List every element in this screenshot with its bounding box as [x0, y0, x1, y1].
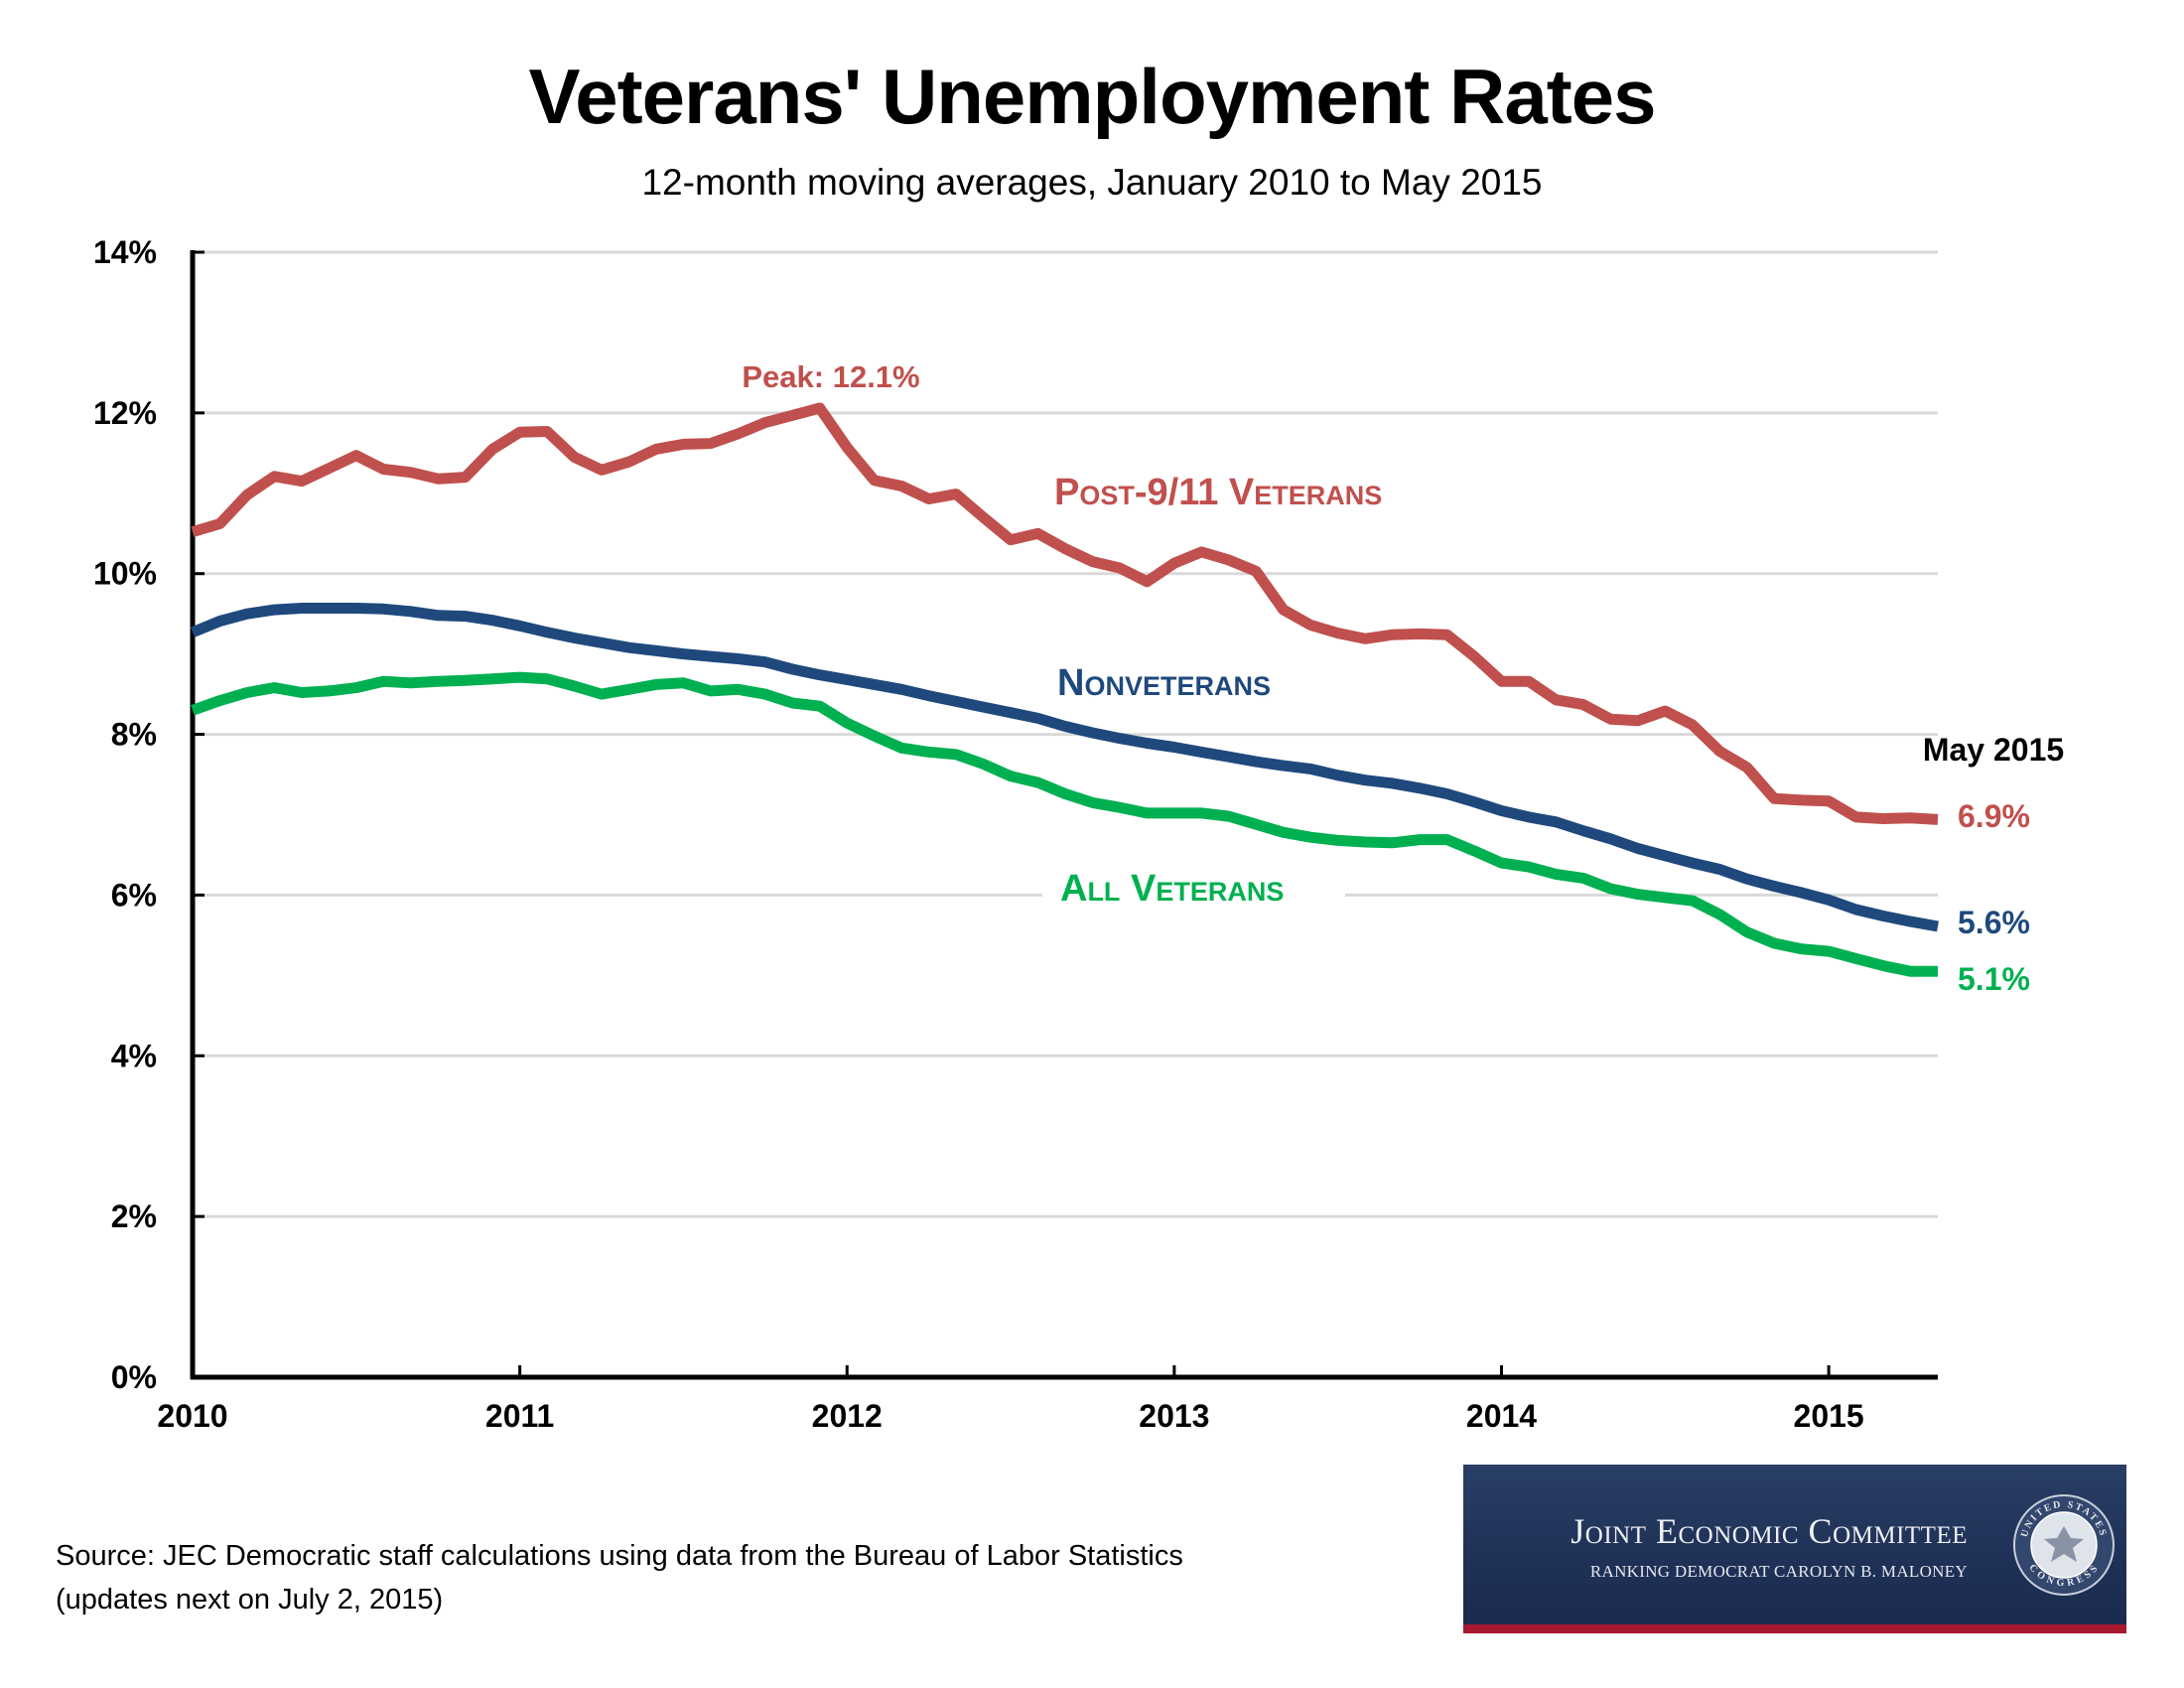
series-label-nonveterans: Nonveterans — [1057, 662, 1271, 704]
x-tick-label: 2011 — [485, 1398, 554, 1434]
x-tick-label: 2014 — [1466, 1398, 1537, 1434]
end-date-annotation: May 2015 — [1923, 732, 2064, 768]
series-line-post911 — [191, 402, 1939, 825]
y-tick-label: 12% — [93, 395, 157, 431]
x-tick-label: 2013 — [1139, 1398, 1209, 1434]
series-line-nonveterans — [190, 603, 1939, 932]
y-tick-label: 6% — [111, 877, 157, 913]
source-line-1: Source: JEC Democratic staff calculation… — [56, 1540, 1183, 1572]
chart-subtitle: 12-month moving averages, January 2010 t… — [641, 162, 1543, 203]
end-value-post911: 6.9% — [1958, 798, 2030, 834]
x-tick-label: 2010 — [157, 1398, 227, 1434]
series-label-all-veterans: All Veterans — [1060, 868, 1284, 910]
line-chart: 0% 2% 4% 6% 8% 10% 12% 14% 2010 2011 2012 2013 2014… — [93, 234, 2064, 1434]
source-line-2: (updates next on July 2, 2015) — [56, 1584, 444, 1616]
peak-annotation: Peak: 12.1% — [742, 359, 919, 394]
end-value-nonveterans: 5.6% — [1958, 905, 2030, 940]
y-tick-label: 10% — [93, 556, 157, 592]
x-axis-labels: 2010 2011 2012 2013 2014 2015 — [157, 1398, 1863, 1434]
series-label-post911: Post-9/11 Veterans — [1054, 472, 1382, 513]
jec-logo: Joint Economic Committee RANKING DEMOCRA… — [1463, 1465, 2126, 1633]
series-lines — [190, 402, 1939, 977]
chart-title: Veterans' Unemployment Rates — [528, 53, 1657, 140]
y-tick-label: 14% — [93, 234, 157, 270]
x-tick-label: 2012 — [812, 1398, 883, 1434]
logo-title: Joint Economic Committee — [1570, 1511, 1968, 1551]
x-tick-label: 2015 — [1794, 1398, 1864, 1434]
y-tick-label: 2% — [111, 1198, 157, 1234]
series-line-all-veterans — [191, 671, 1938, 977]
congress-seal-icon: UNITED STATES CONGRESS — [2013, 1494, 2115, 1596]
label-backdrop — [1042, 859, 1345, 914]
logo-stripe — [1463, 1624, 2126, 1633]
y-tick-label: 4% — [111, 1038, 157, 1073]
y-axis-labels: 0% 2% 4% 6% 8% 10% 12% 14% — [93, 234, 157, 1395]
annotations: Peak: 12.1% May 2015 6.9% 5.6% 5.1% Post… — [742, 359, 2064, 997]
axes — [190, 250, 1938, 1380]
logo-subtitle: RANKING DEMOCRAT CAROLYN B. MALONEY — [1589, 1562, 1968, 1581]
y-tick-label: 8% — [111, 717, 157, 753]
gridlines — [193, 250, 1938, 1218]
y-tick-label: 0% — [111, 1359, 157, 1395]
source-note: Source: JEC Democratic staff calculation… — [56, 1534, 1183, 1621]
end-value-all-veterans: 5.1% — [1958, 961, 2030, 997]
